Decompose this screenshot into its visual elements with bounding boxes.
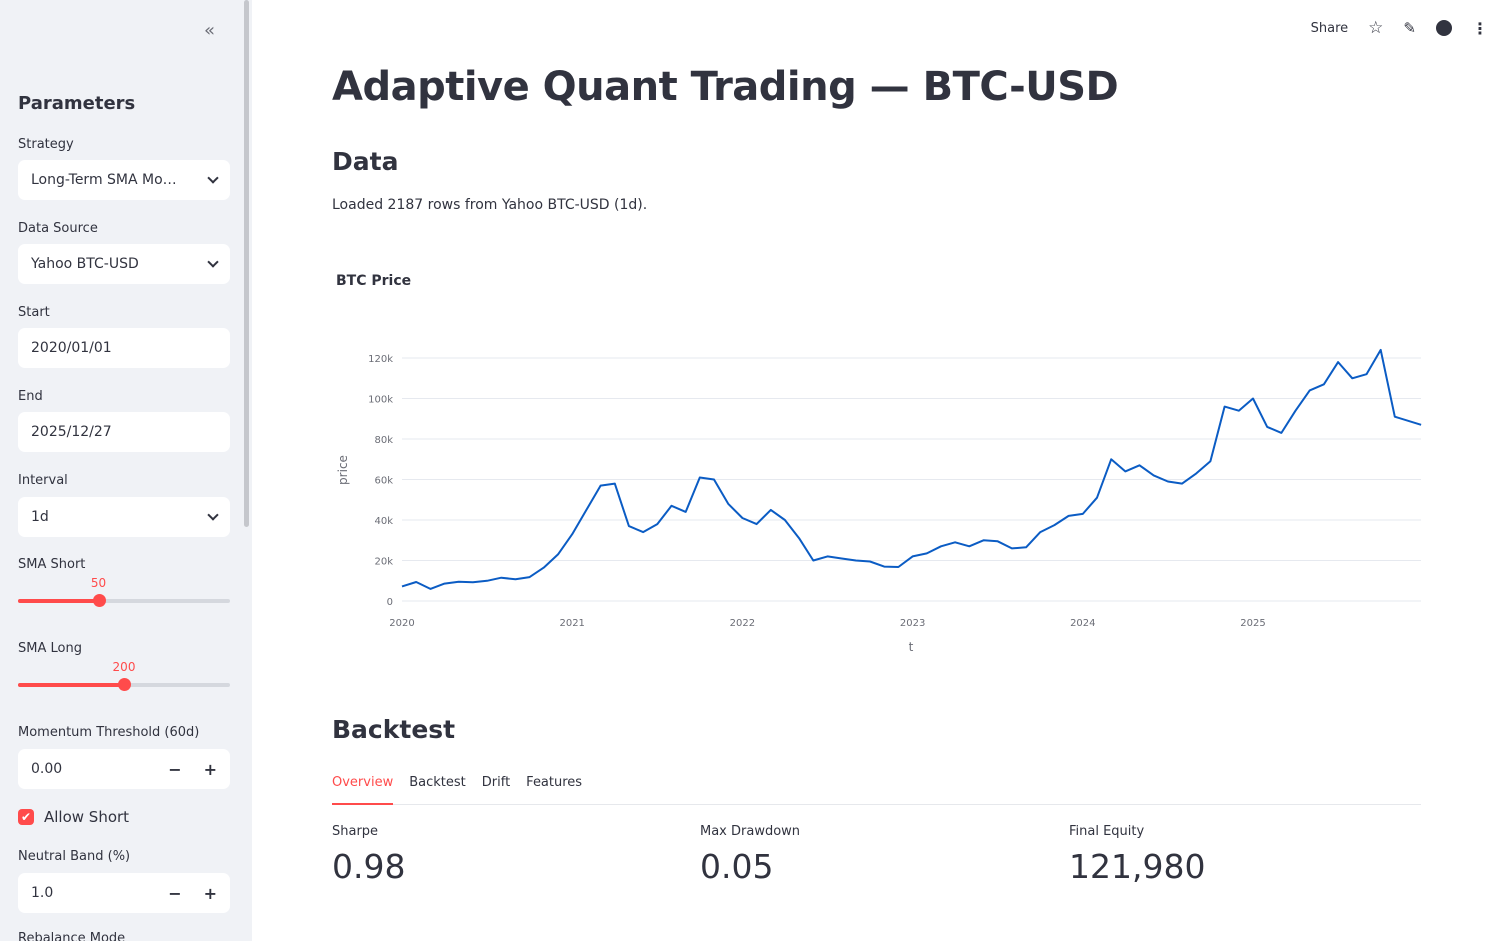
metric-sharpe: Sharpe 0.98 bbox=[332, 824, 405, 886]
metric-final-equity: Final Equity 121,980 bbox=[1069, 824, 1205, 886]
interval-value: 1d bbox=[31, 509, 49, 525]
metric-value: 0.05 bbox=[700, 847, 774, 886]
increment-button[interactable]: + bbox=[203, 883, 217, 903]
x-tick-label: 2023 bbox=[900, 618, 925, 629]
y-axis-label: price bbox=[336, 455, 350, 485]
sma-long-label: SMA Long bbox=[18, 641, 82, 656]
slider-handle[interactable] bbox=[92, 594, 106, 607]
momentum-label: Momentum Threshold (60d) bbox=[18, 725, 200, 740]
start-date-input[interactable]: 2020/01/01 bbox=[18, 328, 230, 368]
strategy-value: Long-Term SMA Mo… bbox=[31, 172, 177, 188]
chevron-down-icon bbox=[207, 509, 219, 521]
sma-long-value: 200 bbox=[112, 660, 136, 674]
slider-fill bbox=[18, 683, 124, 687]
y-tick-label: 120k bbox=[368, 354, 393, 365]
sma-short-value: 50 bbox=[90, 576, 107, 590]
chevron-down-icon bbox=[207, 256, 219, 268]
backtest-heading: Backtest bbox=[332, 715, 456, 744]
chevron-down-icon bbox=[207, 172, 219, 184]
metric-max-drawdown: Max Drawdown 0.05 bbox=[700, 824, 800, 886]
end-label: End bbox=[18, 389, 43, 404]
sma-short-label: SMA Short bbox=[18, 557, 86, 572]
sidebar-title: Parameters bbox=[18, 93, 136, 114]
top-toolbar: Share ☆ ✎ ⋮ bbox=[1311, 18, 1488, 38]
decrement-button[interactable]: − bbox=[168, 883, 182, 903]
loaded-rows-text: Loaded 2187 rows from Yahoo BTC-USD (1d)… bbox=[332, 197, 648, 213]
x-tick-label: 2021 bbox=[559, 618, 584, 629]
metric-label: Max Drawdown bbox=[700, 824, 801, 839]
strategy-select[interactable]: Long-Term SMA Mo… bbox=[18, 160, 230, 200]
github-icon[interactable] bbox=[1436, 20, 1452, 36]
allow-short-label[interactable]: Allow Short bbox=[44, 808, 130, 826]
tab-backtest[interactable]: Backtest bbox=[409, 775, 466, 790]
metric-value: 0.98 bbox=[332, 847, 406, 886]
btc-price-chart[interactable]: BTC Price 0 20k 40k 60k 80k 100k 120k 2020 2021 20… bbox=[330, 265, 1430, 665]
momentum-input[interactable]: 0.00 − + bbox=[18, 749, 230, 789]
interval-select[interactable]: 1d bbox=[18, 497, 230, 537]
neutral-band-value: 1.0 bbox=[31, 885, 54, 901]
x-tick-label: 2020 bbox=[389, 618, 414, 629]
tab-drift[interactable]: Drift bbox=[481, 775, 511, 790]
tab-overview[interactable]: Overview bbox=[332, 773, 394, 805]
metric-value: 121,980 bbox=[1069, 847, 1206, 886]
slider-handle[interactable] bbox=[118, 678, 131, 691]
end-date-value: 2025/12/27 bbox=[31, 424, 112, 440]
slider-fill bbox=[18, 599, 99, 603]
strategy-label: Strategy bbox=[18, 137, 74, 152]
y-tick-label: 80k bbox=[374, 435, 393, 446]
momentum-value: 0.00 bbox=[31, 761, 63, 777]
check-icon: ✔ bbox=[20, 810, 32, 824]
allow-short-checkbox[interactable]: ✔ bbox=[18, 809, 34, 825]
data-heading: Data bbox=[332, 147, 399, 176]
star-icon[interactable]: ☆ bbox=[1368, 18, 1384, 38]
increment-button[interactable]: + bbox=[203, 759, 217, 779]
rebalance-mode-label: Rebalance Mode bbox=[18, 931, 126, 941]
share-button[interactable]: Share bbox=[1310, 20, 1349, 36]
data-source-select[interactable]: Yahoo BTC-USD bbox=[18, 244, 230, 284]
neutral-band-label: Neutral Band (%) bbox=[18, 849, 131, 864]
metric-label: Final Equity bbox=[1069, 824, 1145, 839]
chart-title: BTC Price bbox=[336, 273, 411, 289]
more-vertical-icon[interactable]: ⋮ bbox=[1472, 18, 1488, 38]
backtest-tabs: Overview Backtest Drift Features bbox=[332, 773, 1421, 805]
metric-label: Sharpe bbox=[332, 824, 379, 839]
y-tick-label: 60k bbox=[374, 476, 393, 487]
neutral-band-input[interactable]: 1.0 − + bbox=[18, 873, 230, 913]
start-label: Start bbox=[18, 305, 50, 320]
collapse-sidebar-icon[interactable]: « bbox=[204, 20, 216, 41]
sidebar: « Parameters Strategy Long-Term SMA Mo… … bbox=[0, 0, 252, 941]
price-series-line bbox=[401, 348, 1422, 590]
interval-label: Interval bbox=[18, 473, 68, 488]
y-tick-label: 100k bbox=[368, 395, 393, 406]
end-date-input[interactable]: 2025/12/27 bbox=[18, 412, 230, 452]
x-tick-label: 2022 bbox=[730, 618, 755, 629]
y-tick-label: 0 bbox=[387, 597, 393, 608]
decrement-button[interactable]: − bbox=[168, 759, 182, 779]
tab-features[interactable]: Features bbox=[526, 775, 583, 790]
y-tick-label: 40k bbox=[374, 516, 393, 527]
x-axis-label: t bbox=[909, 640, 914, 654]
data-source-label: Data Source bbox=[18, 221, 98, 236]
pencil-icon[interactable]: ✎ bbox=[1403, 19, 1416, 37]
sidebar-scrollbar[interactable] bbox=[244, 0, 249, 527]
data-source-value: Yahoo BTC-USD bbox=[31, 256, 139, 272]
x-tick-label: 2024 bbox=[1070, 618, 1095, 629]
sma-short-slider[interactable] bbox=[18, 594, 230, 607]
page-title: Adaptive Quant Trading — BTC-USD bbox=[332, 64, 1119, 110]
y-tick-label: 20k bbox=[374, 557, 393, 568]
x-tick-label: 2025 bbox=[1240, 618, 1265, 629]
sma-long-slider[interactable] bbox=[18, 678, 230, 691]
start-date-value: 2020/01/01 bbox=[31, 340, 112, 356]
